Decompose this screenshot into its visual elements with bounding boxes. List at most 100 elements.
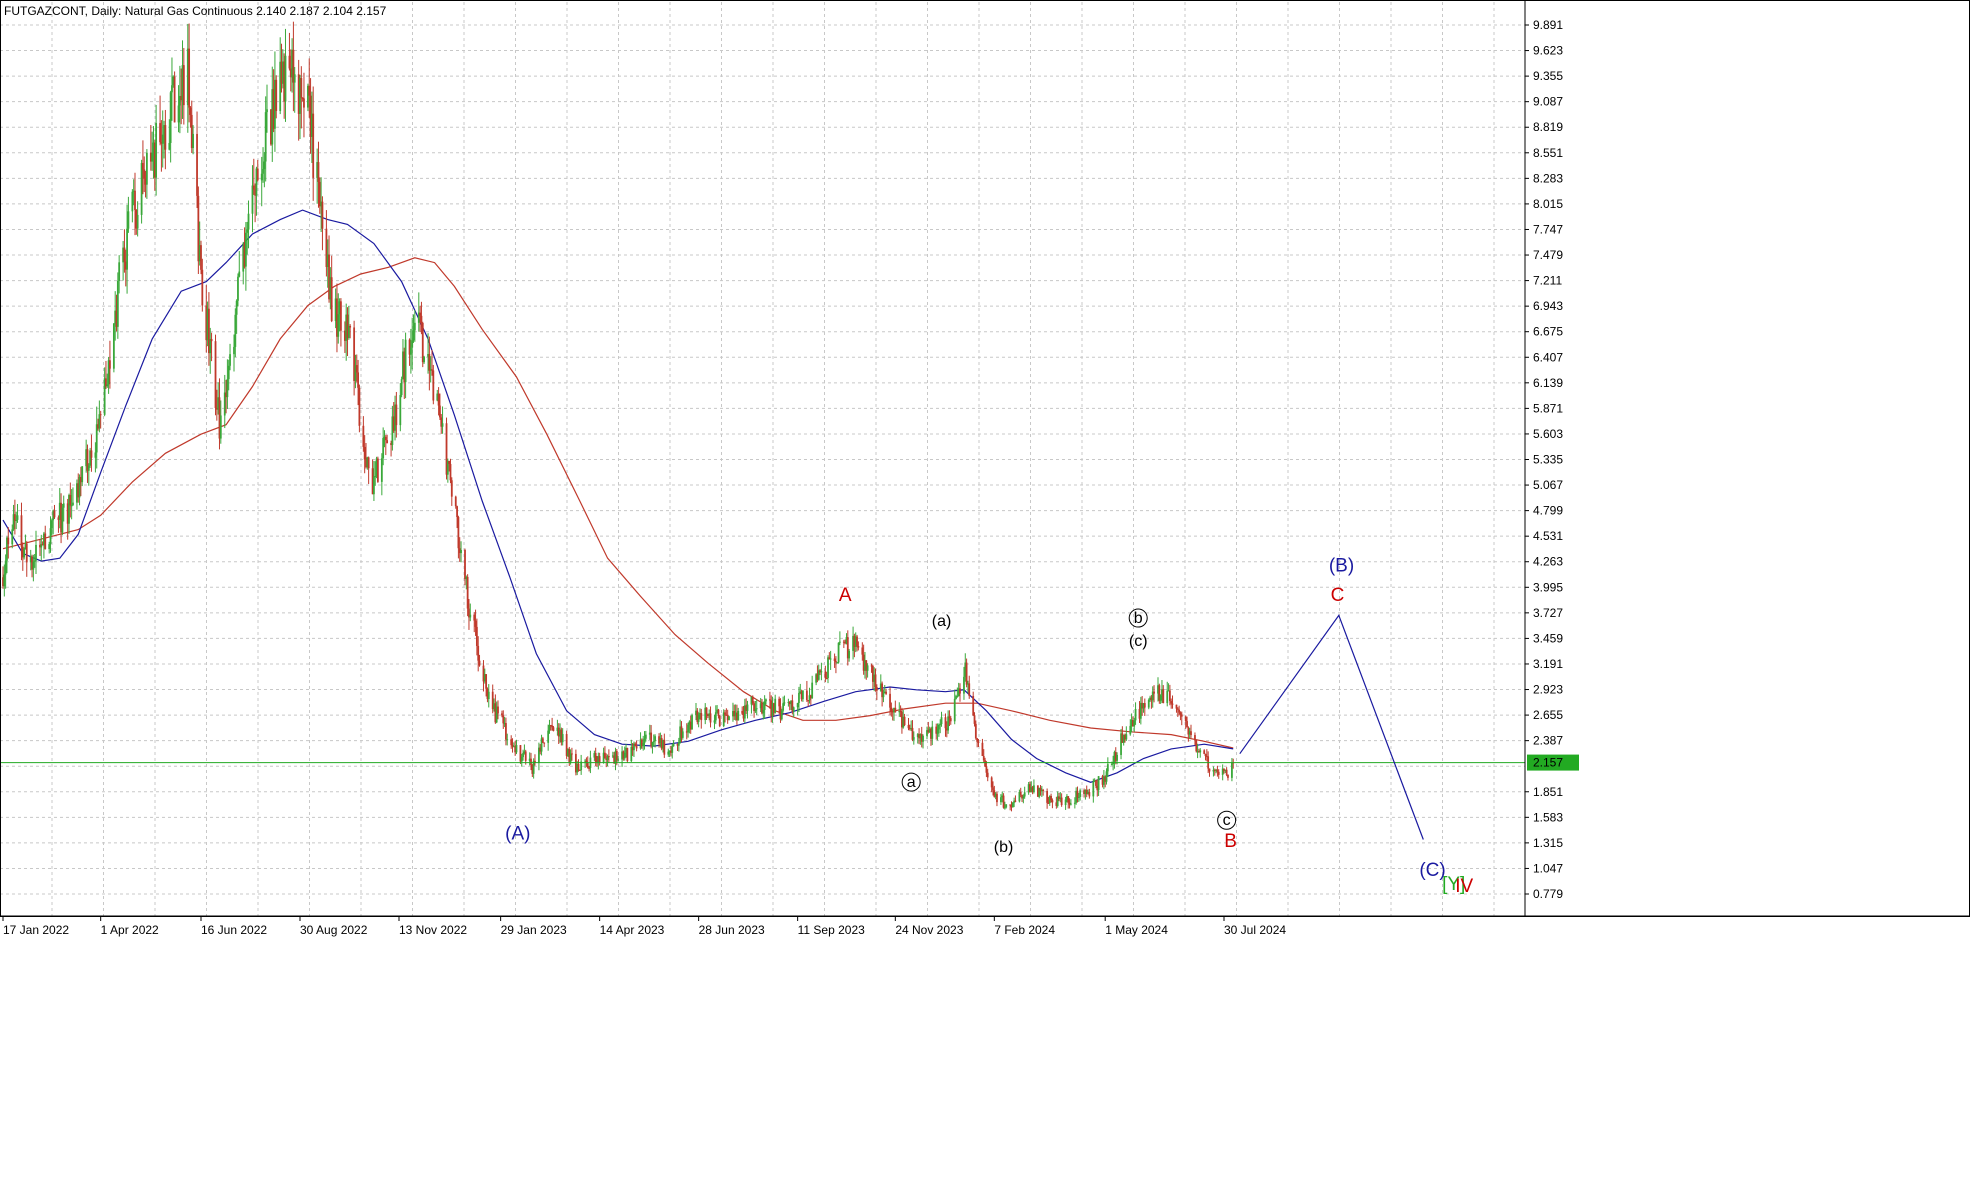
candle	[912, 731, 915, 745]
candle	[835, 656, 837, 674]
candle-body	[340, 301, 342, 331]
candle-body	[615, 751, 618, 761]
candle-body	[753, 703, 755, 712]
y-tick-label: 3.995	[1533, 580, 1563, 594]
candle-body	[456, 506, 458, 518]
candle-body	[817, 670, 820, 680]
candle	[662, 739, 664, 753]
candle	[538, 742, 540, 771]
candle	[1147, 698, 1150, 710]
candle	[340, 298, 342, 347]
candle-body	[35, 544, 37, 561]
candle	[511, 738, 514, 753]
candle	[299, 74, 301, 140]
candle-body	[736, 712, 738, 721]
candle-body	[482, 665, 485, 682]
candle	[981, 738, 984, 757]
candle	[317, 141, 320, 208]
candle-body	[926, 730, 928, 736]
candle	[441, 406, 444, 434]
candle-body	[1224, 769, 1227, 771]
candle-body	[123, 247, 126, 262]
candle-body	[1212, 769, 1215, 772]
candle	[118, 255, 121, 294]
candle	[20, 502, 23, 561]
candle	[109, 340, 111, 389]
candle	[939, 719, 942, 734]
candle-body	[751, 696, 754, 704]
candle-body	[25, 543, 28, 563]
candle-body	[260, 173, 263, 181]
candle	[454, 495, 457, 509]
candle	[788, 701, 791, 711]
candle	[94, 442, 97, 473]
candle-body	[2, 577, 4, 587]
candle-body	[1018, 792, 1021, 802]
candle	[31, 554, 33, 578]
candle	[365, 442, 367, 469]
wave-projection-layer	[1239, 614, 1424, 840]
candle	[1151, 686, 1154, 708]
candle-body	[1060, 797, 1063, 806]
candle	[40, 534, 43, 561]
candle	[1019, 787, 1022, 798]
candle	[334, 288, 337, 329]
candle	[413, 310, 416, 342]
candle-body	[722, 712, 725, 727]
candle	[552, 725, 555, 732]
candle	[899, 705, 902, 718]
candle-body	[1005, 804, 1008, 808]
candle	[1223, 768, 1225, 774]
candle	[1205, 749, 1208, 762]
candle-body	[973, 715, 976, 724]
candle	[242, 241, 245, 285]
candle-body	[465, 576, 468, 580]
candle	[417, 292, 420, 332]
candle-body	[986, 772, 989, 778]
candle-body	[205, 305, 208, 341]
x-tick-label: 7 Feb 2024	[994, 923, 1055, 937]
candle	[420, 301, 423, 335]
candle	[271, 66, 274, 162]
candle-body	[1029, 784, 1031, 793]
candle-body	[838, 641, 841, 643]
candle	[1079, 788, 1082, 801]
candle	[901, 707, 903, 734]
candle-body	[528, 758, 531, 761]
candle	[391, 405, 394, 451]
candle	[173, 71, 176, 123]
candle-body	[594, 753, 597, 763]
candle-body	[902, 716, 905, 728]
candle	[1069, 799, 1072, 806]
candle-body	[392, 416, 395, 431]
candle-body	[780, 710, 783, 720]
candle-body	[1031, 787, 1034, 792]
candle	[728, 715, 730, 721]
candle	[390, 440, 392, 457]
candle-body	[283, 61, 286, 102]
candle-body	[284, 55, 287, 102]
candle	[598, 752, 601, 766]
candle-body	[948, 716, 951, 719]
candle	[1023, 786, 1026, 799]
candle-body	[68, 495, 70, 524]
candle-body	[912, 737, 915, 740]
ma-slow-layer	[2, 257, 1234, 749]
candle-body	[837, 642, 840, 663]
candle	[58, 488, 61, 529]
candle-body	[1184, 716, 1187, 722]
candle	[671, 743, 674, 759]
candle	[107, 357, 110, 394]
candle-body	[1194, 735, 1196, 741]
candle	[578, 769, 581, 771]
candle-body	[1101, 776, 1104, 785]
candle	[631, 742, 634, 756]
candle-body	[964, 662, 967, 677]
candle	[95, 406, 98, 469]
candle-body	[981, 742, 984, 756]
candle-body	[927, 730, 930, 733]
candle-body	[116, 280, 119, 327]
candle	[922, 734, 924, 749]
candle	[318, 177, 321, 214]
